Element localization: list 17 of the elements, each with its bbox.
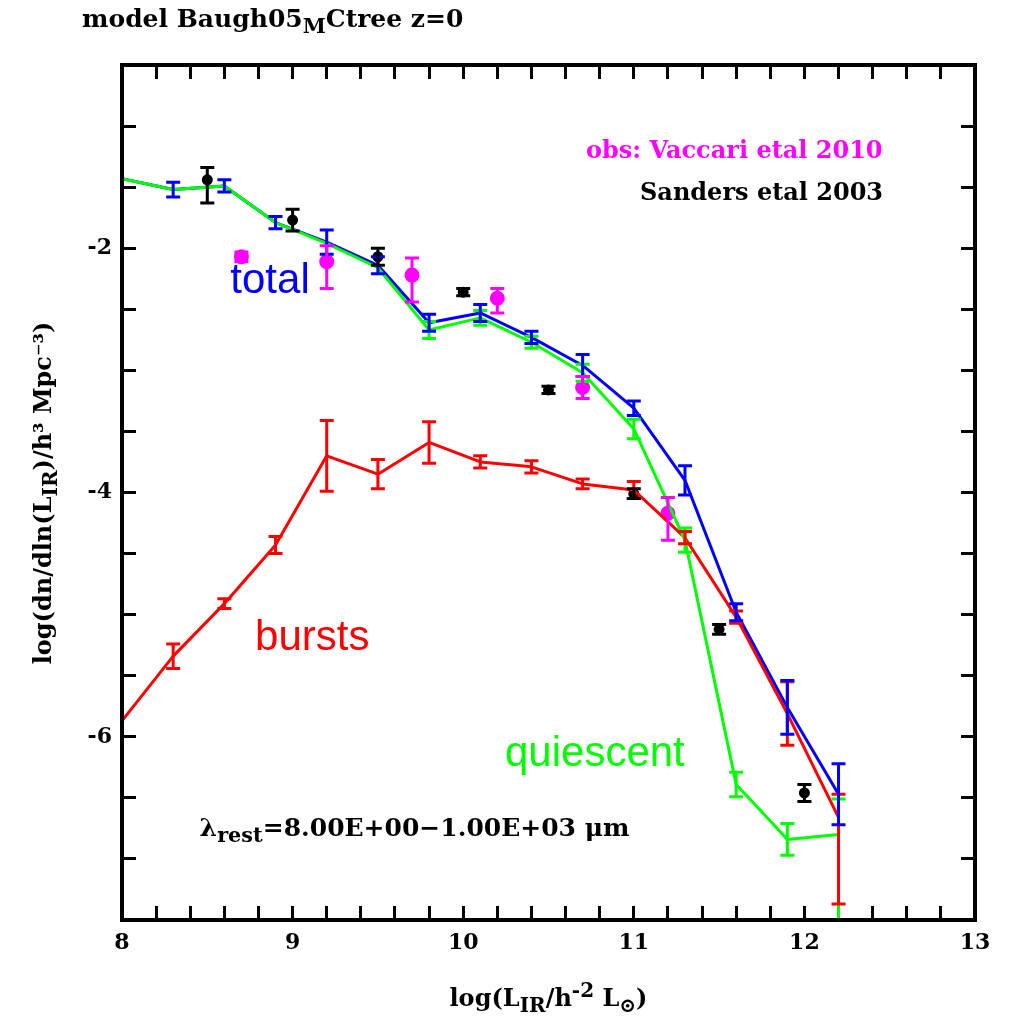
x-tick-label: 11 — [618, 927, 650, 954]
x-tick-label: 8 — [114, 927, 130, 954]
chart-title: model Baugh05$_{M}$Ctree z=0 — [82, 4, 464, 38]
text: Sanders etal 2003 — [640, 177, 884, 206]
x-tick-label: 12 — [789, 927, 820, 954]
series-label: total — [230, 254, 310, 303]
series-label: bursts — [255, 612, 370, 661]
x-tick-label: 13 — [959, 927, 991, 954]
y-tick-label: -4 — [87, 477, 112, 504]
text: obs: Vaccari etal 2010 — [586, 135, 883, 164]
annotation: λ$_{rest}$=8.00E+00−1.00E+03 μm — [199, 813, 630, 848]
series-label: quiescent — [504, 727, 685, 776]
y-tick-label: -2 — [87, 232, 112, 259]
y-tick-label: -6 — [87, 721, 112, 748]
x-axis-title: log(L$_{IR}$/h$^{-2}$ L$_{⊙}$) — [449, 978, 648, 1017]
x-tick-label: 9 — [284, 927, 301, 954]
x-tick-label: 10 — [447, 927, 479, 954]
